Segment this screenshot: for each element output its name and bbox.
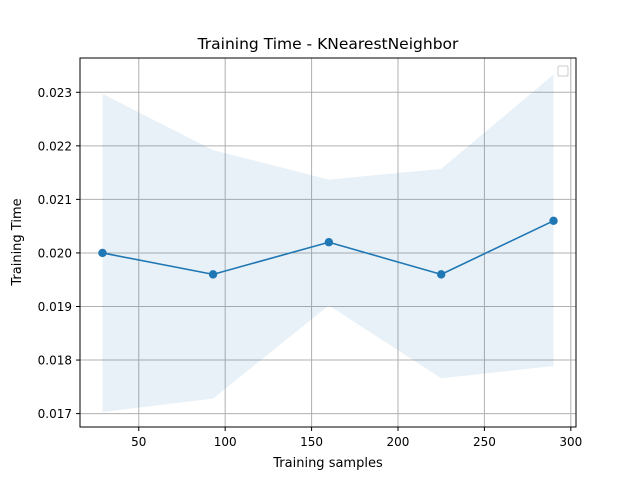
data-point — [436, 270, 446, 279]
grid — [80, 58, 576, 427]
chart-title: Training Time - KNearestNeighbor — [197, 35, 459, 53]
x-tick-label: 300 — [559, 435, 582, 449]
legend[interactable] — [557, 65, 569, 77]
y-tick-label: 0.022 — [38, 139, 72, 153]
plot-area-frame — [79, 57, 577, 428]
data-point — [208, 270, 218, 279]
x-tick-label: 250 — [473, 435, 496, 449]
y-axis-ticks: 0.017 0.018 0.019 0.020 0.021 0.022 0.023 — [38, 86, 80, 421]
y-tick-label: 0.017 — [38, 407, 72, 421]
x-axis-ticks: 50 100 150 200 250 300 — [131, 427, 582, 449]
y-tick-label: 0.019 — [38, 300, 72, 314]
data-point — [98, 248, 107, 258]
y-tick-label: 0.020 — [38, 246, 72, 260]
data-point — [324, 238, 334, 247]
y-tick-label: 0.023 — [38, 86, 72, 100]
x-tick-label: 150 — [300, 435, 323, 449]
y-axis-label: Training Time — [10, 198, 25, 286]
x-axis-label: Training samples — [272, 456, 383, 471]
x-tick-label: 50 — [131, 435, 146, 449]
x-tick-label: 100 — [214, 435, 237, 449]
series-layer — [98, 216, 558, 279]
data-point — [549, 216, 558, 226]
x-tick-label: 200 — [387, 435, 410, 449]
legend-box[interactable] — [557, 65, 569, 77]
y-tick-label: 0.018 — [38, 354, 72, 368]
y-tick-label: 0.021 — [38, 193, 72, 207]
